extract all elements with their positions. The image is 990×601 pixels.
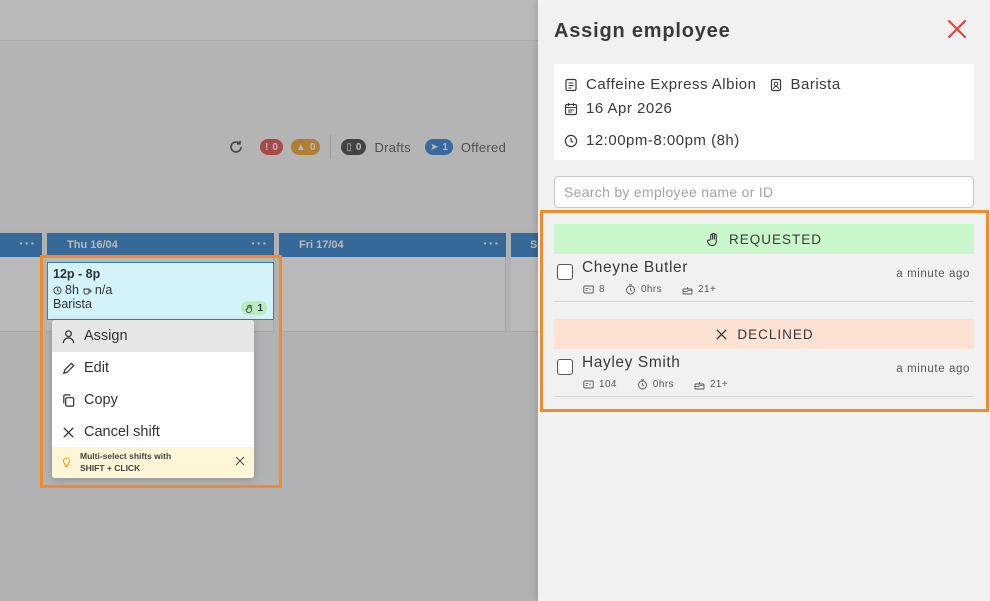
menu-item-edit[interactable]: Edit: [52, 352, 254, 384]
stopwatch-icon: [637, 379, 647, 390]
day-header-sat: S: [511, 233, 541, 257]
assign-employee-panel: Assign employee Caffeine Express Albion …: [538, 0, 990, 601]
employee-stats: 8 0hrs 21+: [583, 284, 716, 295]
warnings-badge[interactable]: ▲ 0: [290, 139, 321, 155]
drafts-badge[interactable]: ▯ 0: [341, 139, 367, 155]
date-row: 16 Apr 2026: [564, 100, 672, 117]
shift-meta: 8h n/a: [53, 283, 268, 297]
close-icon: [716, 328, 728, 340]
more-icon[interactable]: ···: [483, 235, 500, 251]
shift-date: 16 Apr 2026: [586, 100, 673, 117]
hand-icon: [706, 232, 717, 246]
user-icon: [62, 329, 75, 343]
role-name: Barista: [790, 76, 841, 93]
drafts-label: Drafts: [374, 139, 411, 155]
employee-name: Cheyne Butler: [582, 259, 689, 276]
shift-info-box: Caffeine Express Albion Barista 16 Apr 2…: [554, 64, 974, 160]
multi-select-tip: Multi-select shifts with SHIFT + CLICK: [52, 447, 254, 478]
day-header-fri: Fri 17/04 ···: [279, 233, 506, 257]
close-icon[interactable]: [946, 18, 968, 40]
schedule-status-bar: ! 0 ▲ 0 ▯ 0 Drafts ➤ 1 Offered: [228, 135, 512, 159]
lightbulb-icon: [63, 457, 70, 467]
employee-checkbox[interactable]: [557, 264, 573, 280]
shift-card[interactable]: 12p - 8p 8h n/a Barista 1: [47, 262, 274, 320]
employee-search-input[interactable]: [554, 176, 974, 208]
day-header-thu: Thu 16/04 ···: [47, 233, 274, 257]
alert-icon: !: [265, 141, 269, 153]
requests-badge: 1: [241, 301, 267, 315]
shift-time: 12p - 8p: [53, 267, 101, 281]
warning-icon: ▲: [295, 141, 306, 153]
offered-label: Offered: [460, 139, 507, 155]
hand-icon: [246, 304, 253, 313]
send-icon: ➤: [429, 141, 439, 153]
group-header-declined: DECLINED: [554, 319, 974, 349]
refresh-icon[interactable]: [228, 139, 244, 155]
copy-icon: [63, 393, 75, 407]
tip-line-2: SHIFT + CLICK: [80, 462, 141, 473]
employee-stats: 104 0hrs 21+: [583, 379, 728, 390]
shift-context-menu: Assign Edit Copy Cancel shift Multi-sele…: [52, 320, 254, 478]
toolbar-divider: [330, 135, 332, 159]
day-column[interactable]: [279, 257, 506, 332]
employee-checkbox[interactable]: [557, 359, 573, 375]
shift-role: Barista: [53, 297, 92, 311]
day-column[interactable]: [0, 257, 42, 332]
clock-icon: [564, 134, 578, 147]
menu-item-cancel-shift[interactable]: Cancel shift: [52, 416, 254, 448]
tip-line-1: Multi-select shifts with: [80, 451, 172, 461]
location-name: Caffeine Express Albion: [586, 76, 757, 93]
document-icon: ▯: [346, 141, 352, 153]
shift-time-range: 12:00pm-8:00pm (8h): [586, 132, 740, 149]
cake-icon: [682, 287, 693, 295]
day-header-prev: ···: [0, 233, 42, 257]
more-icon[interactable]: ···: [19, 235, 36, 251]
location-row: Caffeine Express Albion Barista: [564, 76, 841, 93]
pencil-icon: [62, 361, 75, 374]
time-row: 12:00pm-8:00pm (8h): [564, 132, 740, 149]
shift-break: n/a: [94, 283, 113, 297]
badge-icon: [770, 78, 781, 91]
menu-item-copy[interactable]: Copy: [52, 384, 254, 416]
employee-row[interactable]: Cheyne Butler a minute ago 8 0hrs 21+: [554, 254, 974, 302]
group-header-requested: REQUESTED: [554, 224, 974, 254]
shift-duration: 8h: [65, 283, 79, 297]
cake-icon: [694, 382, 705, 390]
request-time: a minute ago: [896, 363, 970, 375]
clock-icon: [53, 285, 62, 295]
menu-item-assign[interactable]: Assign: [52, 320, 254, 352]
close-icon: [63, 426, 74, 438]
errors-badge[interactable]: ! 0: [260, 139, 283, 155]
break-icon: [83, 288, 92, 295]
dismiss-tip-icon[interactable]: [234, 455, 246, 467]
id-card-icon: [583, 285, 594, 294]
id-card-icon: [583, 380, 594, 389]
request-time: a minute ago: [896, 268, 970, 280]
offered-badge[interactable]: ➤ 1: [424, 139, 453, 155]
employee-row[interactable]: Hayley Smith a minute ago 104 0hrs 21+: [554, 349, 974, 397]
calendar-icon: [564, 102, 578, 115]
panel-title: Assign employee: [554, 20, 731, 42]
day-column[interactable]: [511, 257, 541, 332]
employee-name: Hayley Smith: [582, 354, 681, 371]
store-icon: [565, 78, 577, 91]
more-icon[interactable]: ···: [251, 235, 268, 251]
stopwatch-icon: [626, 284, 635, 295]
